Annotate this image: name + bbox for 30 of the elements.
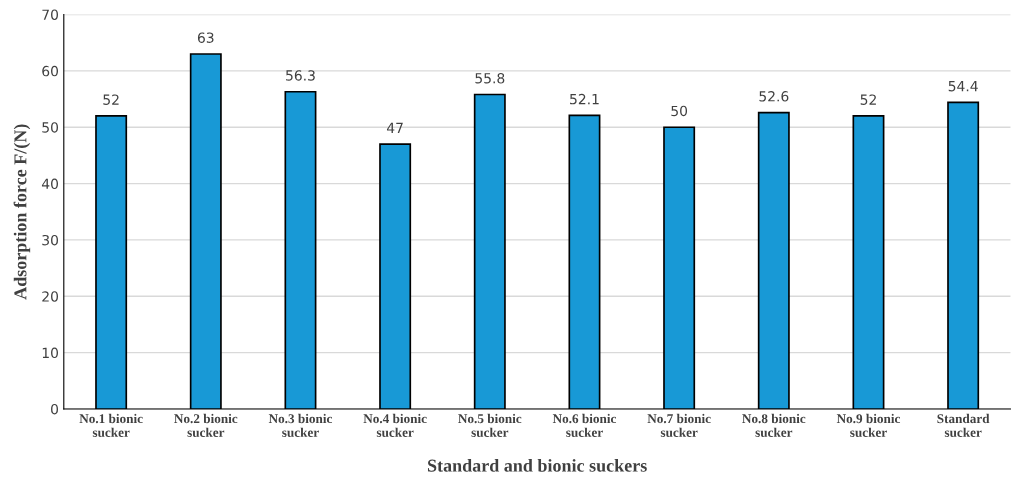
x-tick-label: No.2 bionic sucker: [174, 413, 238, 437]
y-tick-label: 0: [51, 403, 59, 415]
y-tick-label: 70: [42, 9, 59, 20]
y-tick-label: 60: [42, 65, 59, 77]
data-label: 52.1: [570, 93, 599, 105]
data-label: 52: [103, 94, 119, 105]
x-axis-title: Standard and bionic suckers: [427, 459, 647, 472]
data-label: 52.6: [759, 91, 789, 102]
x-tick-label: No.3 bionic sucker: [268, 413, 333, 437]
x-tick-label: No.4 bionic sucker: [363, 413, 427, 437]
x-tick-label: No.5 bionic sucker: [458, 413, 522, 437]
y-tick-label: 20: [42, 291, 59, 302]
x-tick-label: No.9 bionic sucker: [836, 413, 901, 437]
x-tick-label: No.7 bionic sucker: [647, 413, 711, 437]
data-label: 47: [386, 122, 403, 133]
y-tick-label: 10: [42, 347, 59, 359]
data-label: 50: [671, 105, 688, 117]
y-tick-label: 40: [41, 178, 59, 190]
x-tick-label: No.8 bionic sucker: [742, 413, 806, 437]
y-axis-title: Adsorption force F/(N): [13, 124, 31, 300]
data-label: 63: [197, 32, 214, 43]
data-label: 52: [860, 94, 876, 105]
x-tick-label: No.1 bionic sucker: [79, 413, 143, 437]
x-tick-label: Standard sucker: [937, 413, 990, 437]
y-tick-label: 50: [42, 122, 59, 133]
data-label: 54.4: [948, 81, 978, 92]
y-tick-label: 30: [42, 234, 59, 246]
x-tick-label: No.6 bionic sucker: [552, 413, 617, 437]
data-label: 55.8: [475, 73, 505, 84]
data-label: 56.3: [286, 70, 315, 81]
